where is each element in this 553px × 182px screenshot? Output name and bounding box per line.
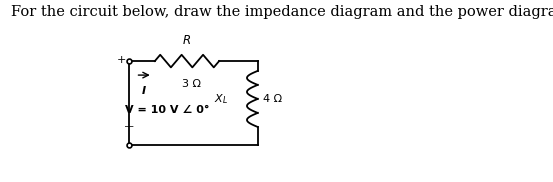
Text: V = 10 V ∠ 0°: V = 10 V ∠ 0°	[125, 105, 210, 115]
Text: 3 Ω: 3 Ω	[182, 79, 201, 89]
Text: +: +	[116, 55, 126, 65]
Text: 4 Ω: 4 Ω	[263, 94, 282, 104]
Text: ―: ―	[125, 122, 133, 131]
Text: I: I	[142, 86, 146, 96]
Text: R: R	[183, 34, 191, 47]
Text: For the circuit below, draw the impedance diagram and the power diagram.: For the circuit below, draw the impedanc…	[11, 5, 553, 19]
Text: $X_L$: $X_L$	[213, 92, 228, 106]
